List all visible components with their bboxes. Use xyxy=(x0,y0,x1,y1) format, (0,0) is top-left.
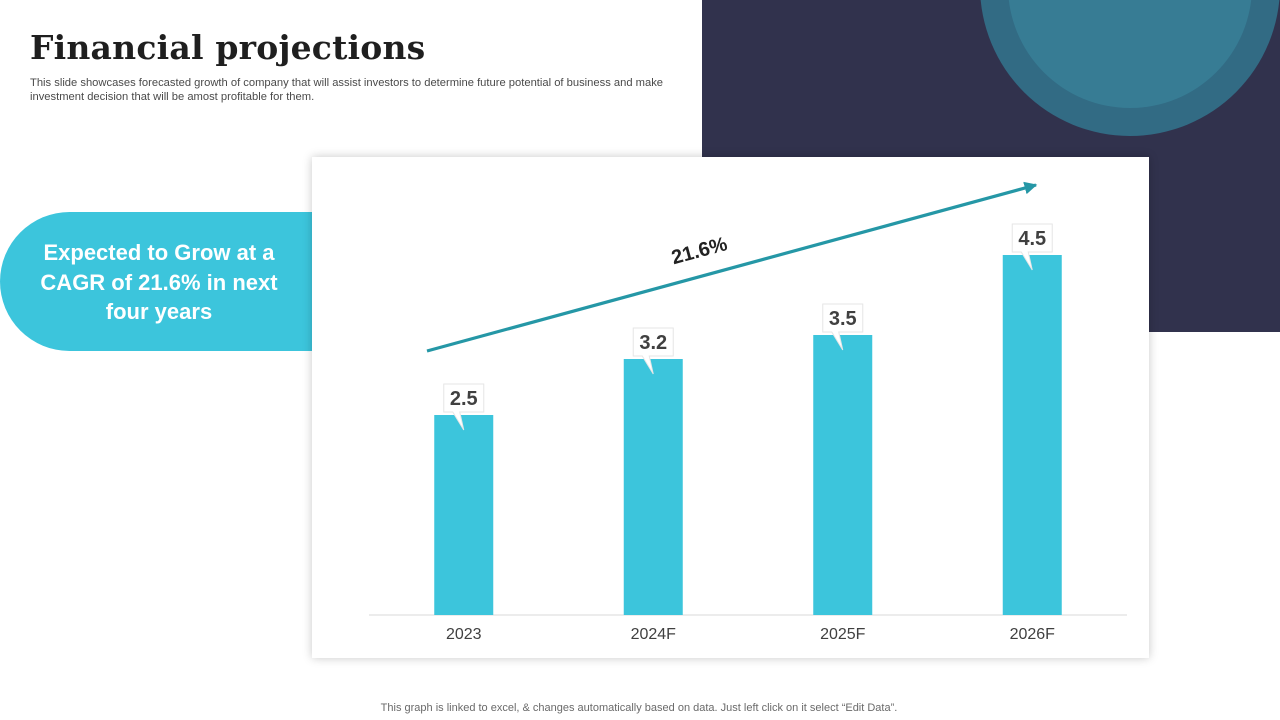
bar-2024F[interactable] xyxy=(623,359,683,615)
data-label-box xyxy=(443,383,485,431)
x-tick-label-2026F: 2026F xyxy=(1010,626,1056,643)
data-label-2023: 2.5 xyxy=(443,383,485,431)
data-label-2026F: 4.5 xyxy=(1011,223,1053,271)
decorative-circle xyxy=(980,0,1280,136)
page-title: Financial projections xyxy=(30,28,426,67)
data-label-box xyxy=(822,303,864,351)
data-label-box xyxy=(1011,223,1053,271)
bar-chart[interactable]: 2.5 3.2 3.5 4.5 2023 2024F 2025F 2026F 21.6% xyxy=(312,157,1149,658)
footnote: This graph is linked to excel, & changes… xyxy=(380,702,898,714)
bar-2026F[interactable] xyxy=(1002,255,1062,615)
data-label-2024F: 3.2 xyxy=(632,327,674,375)
trend-arrow xyxy=(426,181,1038,353)
cagr-callout xyxy=(0,212,330,351)
data-label-value: 3.2 xyxy=(639,332,667,354)
data-label-2025F: 3.5 xyxy=(822,303,864,351)
cagr-callout-text: Expected to Grow at a CAGR of 21.6% in n… xyxy=(40,240,278,324)
trend-arrow-label: 21.6% xyxy=(669,233,730,269)
data-label-box xyxy=(632,327,674,375)
data-label-value: 4.5 xyxy=(1018,228,1046,250)
bar-2023[interactable] xyxy=(434,415,494,615)
x-tick-label-2025F: 2025F xyxy=(820,626,866,643)
bar-2025F[interactable] xyxy=(813,335,873,615)
page-subtitle: This slide showcases forecasted growth o… xyxy=(30,77,664,103)
data-label-value: 2.5 xyxy=(450,388,478,410)
x-tick-label-2023: 2023 xyxy=(446,626,482,643)
data-label-value: 3.5 xyxy=(829,308,857,330)
chart-card[interactable]: 2.5 3.2 3.5 4.5 2023 2024F 2025F 2026F 21.6% xyxy=(312,157,1149,658)
x-tick-label-2024F: 2024F xyxy=(631,626,677,643)
